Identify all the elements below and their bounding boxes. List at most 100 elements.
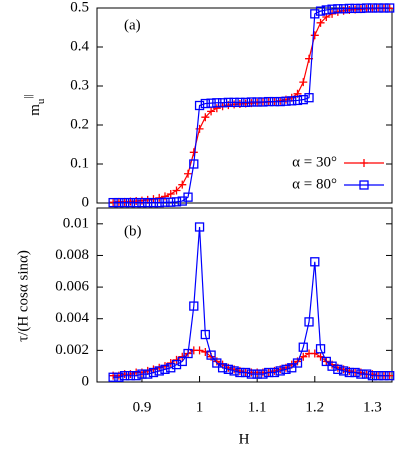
point xyxy=(316,18,325,27)
x-tick-label: 1.2 xyxy=(305,399,324,415)
point xyxy=(108,372,118,382)
point xyxy=(275,366,285,376)
y-tick-label: 0.4 xyxy=(70,38,89,54)
point xyxy=(131,371,141,381)
point xyxy=(177,356,187,367)
point xyxy=(120,371,130,381)
y-label-sub: u xyxy=(35,98,47,104)
point xyxy=(195,346,204,355)
point xyxy=(350,367,360,378)
point xyxy=(172,186,181,195)
point xyxy=(310,257,320,267)
point xyxy=(223,364,234,374)
point xyxy=(298,95,308,105)
point xyxy=(166,363,176,373)
x-tick-label: 1 xyxy=(196,399,204,415)
point xyxy=(281,96,291,106)
point xyxy=(287,96,297,106)
point xyxy=(212,104,221,113)
y-tick-label: 0.3 xyxy=(70,77,89,93)
y-axis-label: τ/(H cosα sinα) xyxy=(15,250,31,342)
point xyxy=(143,197,153,208)
y-tick-label: 0 xyxy=(82,373,90,389)
point xyxy=(148,197,159,208)
point xyxy=(252,97,262,107)
point xyxy=(385,371,395,381)
point xyxy=(269,96,280,107)
point xyxy=(201,113,210,122)
y-label-sup: || xyxy=(22,94,34,98)
x-tick-label: 1.1 xyxy=(248,399,267,415)
point xyxy=(356,369,366,379)
point xyxy=(333,4,343,14)
point xyxy=(160,197,170,207)
point xyxy=(299,78,308,87)
point xyxy=(292,95,303,106)
point xyxy=(338,366,349,376)
point xyxy=(373,3,383,13)
point xyxy=(154,197,164,208)
point xyxy=(217,98,228,108)
point xyxy=(327,361,337,371)
y-tick-label: 0.1 xyxy=(70,155,89,171)
point xyxy=(166,359,175,368)
point xyxy=(201,347,210,356)
point xyxy=(194,100,205,111)
point xyxy=(114,372,124,382)
point xyxy=(385,3,395,13)
point xyxy=(108,197,118,208)
panel-frame xyxy=(96,207,393,383)
point xyxy=(207,107,216,116)
panel-label: (b) xyxy=(124,223,142,239)
point xyxy=(131,197,141,208)
panel-frame xyxy=(96,7,393,204)
point xyxy=(321,5,331,15)
point xyxy=(316,352,325,361)
point xyxy=(310,31,319,40)
point xyxy=(200,98,210,109)
y-tick-label: 0.5 xyxy=(70,0,89,15)
point xyxy=(171,197,182,207)
point xyxy=(258,97,268,107)
legend-marker xyxy=(360,159,368,167)
point xyxy=(264,96,274,107)
point xyxy=(287,363,297,373)
x-axis-label: H xyxy=(239,431,250,447)
point xyxy=(315,6,326,16)
point xyxy=(338,4,349,14)
point xyxy=(275,96,285,107)
point xyxy=(125,197,136,208)
point xyxy=(114,197,124,208)
x-tick-label: 0.9 xyxy=(133,399,152,415)
point xyxy=(344,3,355,14)
point xyxy=(223,97,234,108)
point xyxy=(137,369,147,379)
legend-label: α = 30° xyxy=(292,154,337,170)
point xyxy=(241,97,251,108)
point xyxy=(304,93,314,103)
point xyxy=(292,358,303,368)
point xyxy=(246,97,257,107)
point xyxy=(379,3,389,13)
point xyxy=(184,169,193,178)
point xyxy=(298,342,308,352)
point xyxy=(212,358,222,368)
point xyxy=(258,369,268,379)
point xyxy=(178,352,187,361)
point xyxy=(120,197,130,208)
y-tick-label: 0.002 xyxy=(55,342,89,358)
point xyxy=(212,98,222,108)
point xyxy=(373,371,383,381)
point xyxy=(310,9,320,19)
legend-label: α = 80° xyxy=(292,176,337,192)
y-label-base: m xyxy=(27,104,43,116)
point xyxy=(379,371,389,381)
y-tick-label: 0.006 xyxy=(55,279,89,295)
point xyxy=(361,369,372,379)
y-axis-label: mu|| xyxy=(22,94,47,116)
point xyxy=(333,364,343,374)
point xyxy=(171,359,182,370)
point xyxy=(241,367,251,378)
y-tick-label: 0 xyxy=(82,194,90,210)
